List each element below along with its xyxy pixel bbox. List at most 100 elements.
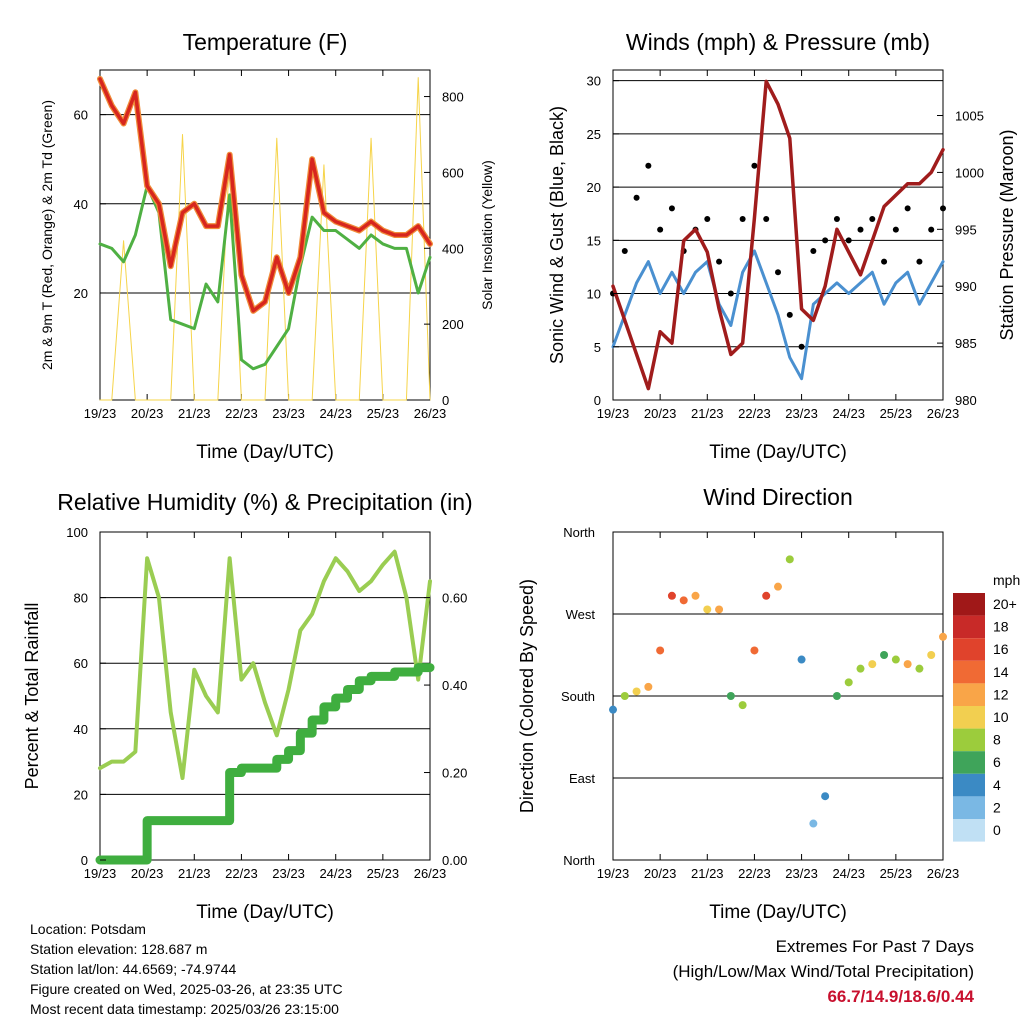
gust-point [833, 216, 840, 223]
direction-point [832, 692, 841, 700]
gust-point [810, 247, 817, 254]
x-axis-label: Time (Day/UTC) [196, 442, 334, 463]
legend-swatch [953, 819, 985, 842]
legend-swatch [953, 593, 985, 616]
winds-pressure-panel: Winds (mph) & Pressure (mb) 19/23 20/23 21/… [547, 29, 1017, 463]
legend-label: 16 [993, 641, 1009, 657]
temp-2m-line [98, 77, 432, 313]
x-tick-label: 21/23 [691, 406, 724, 421]
chart-title: Wind Direction [703, 484, 853, 510]
x-tick-label: 26/23 [414, 866, 447, 881]
wind-direction-panel: Wind Direction 19/23 20/23 21/23 22/23 23/23 2… [517, 484, 959, 923]
y-tick-label: 25 [587, 127, 601, 142]
x-tick-label: 21/23 [178, 866, 211, 881]
x-tick-label: 20/23 [644, 406, 677, 421]
legend-swatch [953, 796, 985, 819]
y-tick-label: 0 [81, 853, 88, 868]
x-tick-label: 20/23 [131, 866, 164, 881]
y-right-tick-label: 200 [442, 317, 464, 332]
y-right-tick-label: 990 [955, 279, 977, 294]
x-tick-label: 22/23 [225, 866, 258, 881]
y-right-tick-label: 980 [955, 393, 977, 408]
legend-label: 14 [993, 664, 1009, 680]
legend-swatch [953, 751, 985, 774]
legend-swatch [953, 773, 985, 797]
gust-point [763, 216, 770, 223]
legend-label: 8 [993, 732, 1001, 748]
legend-swatch [953, 660, 985, 684]
x-tick-label: 19/23 [597, 406, 630, 421]
legend-swatch [953, 638, 985, 661]
x-tick-label: 25/23 [367, 406, 400, 421]
y-tick-label: 40 [74, 197, 88, 212]
chart-title: Temperature (F) [183, 29, 348, 55]
y-right-tick-label: 0.00 [442, 853, 467, 868]
y-right-tick-label: 400 [442, 241, 464, 256]
direction-point [750, 646, 759, 655]
x-tick-label: 25/23 [880, 866, 913, 881]
legend-swatch [953, 683, 985, 706]
gust-point [928, 226, 935, 233]
legend-label: 6 [993, 754, 1001, 770]
direction-point [915, 664, 924, 673]
legend-label: 2 [993, 799, 1001, 815]
gust-point [869, 216, 876, 223]
y-axis-label: Direction (Colored By Speed) [517, 579, 537, 813]
y-tick-label: 15 [587, 233, 601, 248]
pressure-line [611, 79, 945, 391]
temperature-panel: Temperature (F) 19/23 20/23 21/23 22/23 23/23… [39, 29, 495, 463]
gust-point [668, 205, 675, 212]
chart-title: Winds (mph) & Pressure (mb) [626, 29, 930, 55]
location-text: Location: Potsdam [30, 921, 146, 937]
chart-title: Relative Humidity (%) & Precipitation (i… [57, 489, 472, 515]
extremes-title: Extremes For Past 7 Days [775, 937, 974, 956]
y-tick-label: 60 [74, 108, 88, 123]
y-tick-label: South [561, 689, 595, 704]
dewpoint-line [98, 184, 432, 371]
x-tick-label: 19/23 [84, 406, 117, 421]
speed-color-legend: mph 20+ 18 16 14 12 10 8 6 4 2 0 [953, 572, 1020, 842]
gust-point [751, 162, 758, 169]
gust-point [892, 226, 899, 233]
x-tick-label: 23/23 [785, 406, 818, 421]
x-tick-label: 21/23 [178, 406, 211, 421]
direction-point [691, 591, 700, 600]
y-tick-label: 5 [594, 340, 601, 355]
x-axis-label: Time (Day/UTC) [709, 902, 847, 923]
y-tick-label: North [563, 525, 595, 540]
y-right-tick-label: 600 [442, 165, 464, 180]
x-tick-label: 23/23 [272, 406, 305, 421]
solar-insolation-line [99, 77, 431, 401]
direction-point [927, 651, 936, 659]
legend-label: 12 [993, 686, 1009, 702]
humidity-precip-panel: Relative Humidity (%) & Precipitation (i… [22, 489, 473, 923]
y-tick-label: 0 [594, 393, 601, 408]
y-tick-label: 60 [74, 656, 88, 671]
y-right-tick-label: 1000 [955, 165, 984, 180]
elevation-text: Station elevation: 128.687 m [30, 941, 208, 957]
direction-point [809, 819, 818, 828]
legend-title: mph [993, 572, 1020, 588]
x-tick-label: 25/23 [880, 406, 913, 421]
gust-point [727, 290, 734, 297]
direction-point [844, 678, 853, 687]
direction-point [667, 591, 676, 600]
legend-swatch [953, 728, 985, 752]
legend-label: 20+ [993, 596, 1017, 612]
gust-point [916, 258, 923, 265]
legend-swatch [953, 615, 985, 639]
precip-line [95, 663, 435, 865]
direction-point [903, 660, 912, 669]
direction-point [762, 591, 771, 600]
direction-point [868, 660, 877, 669]
y-axis-label: 2m & 9m T (Red, Orange) & 2m Td (Green) [39, 100, 55, 370]
direction-point [644, 682, 653, 691]
x-tick-label: 24/23 [319, 866, 352, 881]
y-right-tick-label: 0.40 [442, 678, 467, 693]
direction-point [821, 792, 830, 801]
y-tick-label: West [566, 607, 596, 622]
direction-point [856, 664, 865, 673]
direction-point [738, 701, 747, 710]
y-tick-label: 10 [587, 287, 601, 302]
